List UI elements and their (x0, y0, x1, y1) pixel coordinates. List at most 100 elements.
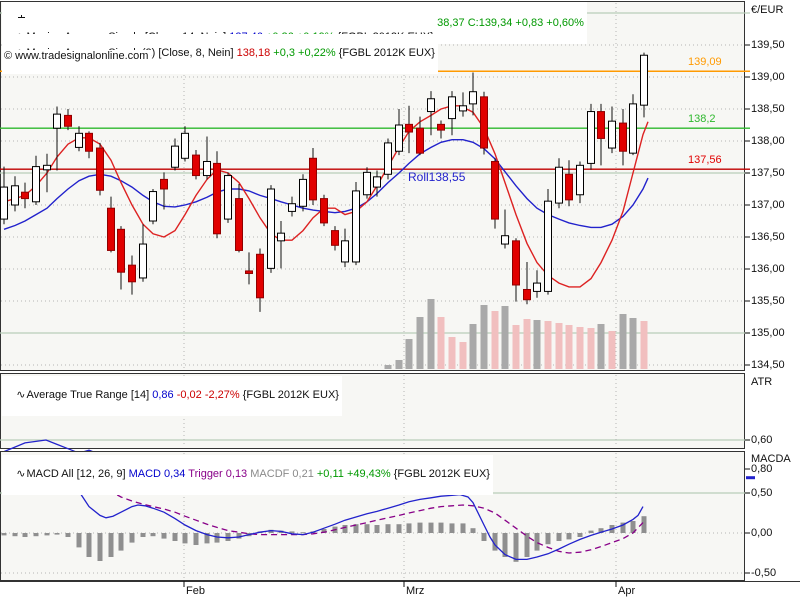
macd-histogram-bar (44, 533, 50, 536)
candle-body (459, 105, 467, 112)
macd-histogram-bar (598, 528, 604, 533)
wave-icon: ∿ (16, 389, 26, 401)
volume-bar (587, 328, 595, 369)
macd-histogram-bar (588, 530, 594, 533)
volume-bar (395, 360, 403, 369)
volume-bar (448, 337, 456, 369)
candle-body (523, 288, 531, 301)
price-tick-label: 138,00 (751, 135, 785, 147)
volume-bar (427, 299, 435, 369)
candle-body (192, 154, 200, 177)
candle-body (149, 191, 157, 222)
volume-bar (533, 320, 541, 369)
volume-bar (608, 331, 616, 369)
candle-body (128, 264, 136, 283)
candle-body (53, 113, 61, 129)
header-segment: {FGBL 2012K EUX} (390, 468, 490, 480)
macd-histogram-bar (374, 525, 380, 533)
volume-bar (576, 327, 584, 369)
candle-body (491, 160, 499, 220)
atr-axis-title: ATR (751, 376, 773, 388)
candle-body (619, 122, 627, 152)
macd-line (3, 468, 644, 561)
volume-bar (416, 317, 424, 369)
macd-histogram-bar (353, 524, 359, 533)
volume-bar (437, 317, 445, 369)
macd-histogram-bar (513, 533, 519, 562)
candle-body (597, 111, 605, 139)
price-tick-label: 137,00 (751, 199, 785, 211)
candle-body (437, 123, 445, 131)
volume-bar (405, 339, 413, 369)
atr-current-value-marker (746, 476, 755, 480)
header-segment: {FGBL 2012K EUX} (242, 389, 339, 401)
macd-histogram-bar (620, 522, 626, 533)
macd-histogram-bar (524, 533, 530, 557)
candle-body (427, 98, 435, 113)
volume-bar (619, 314, 627, 369)
price-level-label: 138,2 (688, 113, 716, 126)
candle-body (256, 253, 264, 299)
candle-body (565, 173, 573, 201)
macd-histogram-bar (172, 533, 178, 541)
candle-body (480, 96, 488, 149)
header-segment: MACD All [12, 26, 9] (26, 468, 129, 480)
price-tick-label: 0,60 (751, 434, 773, 446)
volume-bar (640, 321, 648, 369)
macd-histogram-bar (1, 533, 7, 536)
macd-histogram-bar (150, 533, 156, 537)
candle-body (0, 186, 8, 220)
candle-body (11, 185, 19, 206)
volume-bar (480, 305, 488, 369)
volume-bar (469, 324, 477, 369)
header-segment: -0,02 -2,27% (173, 389, 243, 401)
candle-body (75, 132, 83, 148)
macd-histogram-bar (321, 529, 327, 533)
candle-body (160, 178, 168, 190)
price-tick-label: 139,50 (751, 39, 785, 51)
candle-body (555, 166, 563, 204)
candle-body (448, 96, 456, 120)
macd-histogram-bar (449, 523, 455, 533)
macd-histogram-bar (225, 533, 231, 541)
watermark: © www.tradesignalonline.com (2, 50, 152, 64)
candle-body (32, 166, 40, 203)
month-label: Apr (618, 585, 636, 597)
macd-histogram-bar (236, 533, 242, 539)
macd-histogram-bar (33, 533, 39, 537)
price-level-label: 137,56 (688, 154, 722, 167)
macd-histogram-bar (129, 533, 135, 543)
macd-histogram-bar (364, 524, 370, 533)
candle-body (277, 232, 285, 242)
volume-bar (384, 365, 392, 369)
macd-histogram-bar (545, 533, 551, 545)
candle-body (512, 240, 520, 286)
candle-body (352, 190, 360, 263)
macd-histogram-bar (140, 533, 146, 537)
candle-body (363, 171, 371, 196)
macd-histogram-bar (396, 524, 402, 533)
candle-body (469, 91, 477, 105)
candle-body (587, 111, 595, 164)
volume-bar (565, 325, 573, 369)
macd-histogram-bar (108, 533, 114, 557)
macd-histogram-bar (577, 533, 583, 537)
macd-axis-title: MACDA (751, 453, 791, 465)
header-segment: Average True Range [14] (26, 389, 153, 401)
macd-histogram-bar (300, 532, 306, 534)
candle-body (171, 145, 179, 168)
price-tick-label: 137,50 (751, 167, 785, 179)
header-segment: 138,18 (236, 47, 271, 59)
macd-histogram-bar (492, 533, 498, 551)
candle-body (181, 132, 189, 159)
macd-histogram-bar (470, 528, 476, 533)
candle-body (203, 160, 211, 177)
price-tick-label: 134,50 (751, 359, 785, 371)
atr-header: ∿Average True Range [14] 0,86 -0,02 -2,2… (2, 376, 342, 416)
header-segment: MACD 0,34 (128, 468, 186, 480)
price-tick-label: 0,80 (751, 463, 773, 475)
price-tick-label: 136,00 (751, 263, 785, 275)
header-segment: +0,3 +0,22% (270, 47, 339, 59)
